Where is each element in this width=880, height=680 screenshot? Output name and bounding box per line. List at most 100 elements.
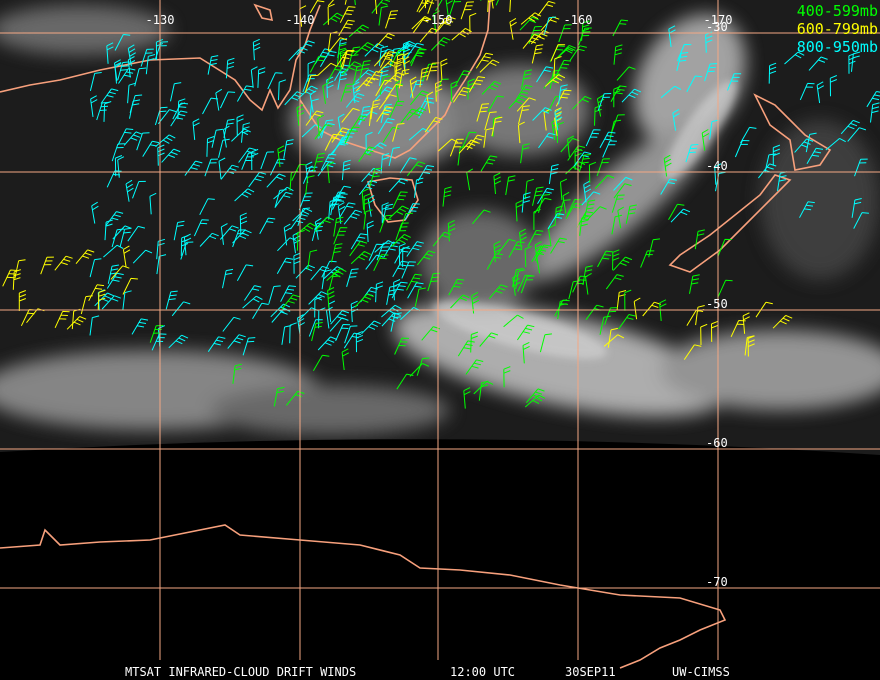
wind-barb — [784, 51, 805, 65]
wind-barb — [317, 62, 338, 76]
wind-barb — [375, 32, 395, 48]
wind-barb — [427, 272, 441, 292]
wind-barb — [236, 85, 254, 102]
wind-barb — [816, 81, 825, 104]
wind-barb — [331, 127, 350, 143]
wind-barb — [386, 285, 397, 305]
wind-barb — [663, 154, 672, 177]
wind-barb — [305, 175, 315, 196]
wind-barb — [234, 188, 255, 202]
wind-barb — [660, 85, 682, 99]
wind-barb — [599, 131, 616, 149]
wind-barb — [483, 127, 494, 148]
wind-barb — [847, 127, 867, 142]
wind-barb — [578, 154, 591, 173]
wind-barb — [395, 222, 409, 241]
wind-barb — [250, 66, 258, 88]
wind-barb — [435, 0, 443, 12]
wind-barb — [579, 215, 589, 236]
wind-barb — [343, 209, 363, 225]
wind-barb — [526, 388, 545, 404]
wind-barb — [207, 336, 226, 352]
wind-barb — [375, 281, 384, 303]
wind-barb — [700, 323, 708, 346]
wind-barb — [536, 66, 554, 83]
wind-barb — [517, 121, 525, 144]
wind-barb — [366, 220, 374, 243]
wind-barb — [376, 106, 394, 122]
wind-barb — [491, 0, 494, 9]
wind-barb — [611, 194, 625, 213]
wind-barb — [543, 16, 556, 36]
wind-barb — [243, 285, 262, 301]
wind-barb — [232, 363, 243, 384]
wind-barb — [381, 304, 402, 318]
wind-barb — [206, 136, 215, 157]
wind-barb — [122, 245, 131, 268]
wind-barb — [512, 268, 524, 288]
wind-barb — [388, 178, 408, 193]
wind-barb — [583, 180, 592, 203]
wind-barb — [304, 74, 318, 93]
wind-barb — [530, 30, 551, 45]
wind-barb — [251, 148, 259, 171]
wind-barb — [267, 72, 283, 90]
wind-barb — [452, 87, 471, 103]
wind-barb — [557, 199, 571, 218]
wind-barb — [295, 264, 315, 279]
wind-barb — [521, 192, 531, 213]
wind-barb — [101, 295, 121, 310]
wind-barb — [341, 159, 351, 181]
wind-barb — [338, 19, 355, 37]
wind-barb — [449, 0, 462, 16]
wind-barb — [605, 274, 624, 290]
wind-barb — [358, 180, 378, 196]
wind-barb — [132, 249, 153, 264]
wind-barb — [91, 201, 99, 224]
wind-barb — [398, 243, 406, 265]
wind-barb — [518, 105, 530, 125]
wind-barb — [458, 139, 478, 154]
wind-barb — [799, 201, 815, 218]
wind-barb — [338, 202, 356, 219]
wind-barb — [558, 84, 568, 105]
wind-barb — [184, 160, 203, 176]
wind-barb — [309, 0, 325, 13]
wind-barb — [515, 200, 523, 222]
wind-barb — [280, 285, 296, 302]
wind-barb — [103, 244, 124, 258]
wind-barb — [283, 139, 294, 159]
wind-barb — [538, 132, 556, 149]
wind-barb — [548, 224, 555, 247]
wind-barb — [311, 222, 324, 242]
wind-barb — [478, 380, 489, 401]
wind-barb — [118, 68, 136, 84]
wind-barb — [508, 241, 525, 258]
footer-source: UW-CIMSS — [672, 665, 730, 679]
wind-barb — [555, 89, 572, 107]
lon-label: -150 — [424, 13, 453, 27]
wind-barb — [220, 223, 228, 245]
wind-barb — [848, 52, 856, 74]
wind-barb — [111, 228, 125, 248]
wind-barb — [567, 135, 575, 158]
wind-barb — [40, 256, 54, 275]
wind-barb — [437, 16, 456, 32]
wind-barb — [359, 60, 371, 80]
wind-barb — [378, 94, 397, 110]
wind-barb — [207, 55, 219, 75]
wind-barb — [361, 188, 369, 210]
wind-barb — [399, 212, 413, 231]
lat-label: -50 — [706, 297, 728, 311]
wind-barb — [640, 250, 655, 268]
wind-barb — [418, 0, 437, 13]
wind-barb — [80, 295, 93, 315]
wind-barb — [407, 282, 424, 299]
wind-barb — [607, 327, 618, 348]
wind-barb — [295, 222, 317, 236]
wind-barb — [339, 6, 356, 23]
wind-barb — [548, 164, 559, 185]
wind-barb — [310, 265, 330, 281]
legend-entry: 400-599mb — [797, 2, 878, 20]
wind-barb — [157, 144, 165, 166]
